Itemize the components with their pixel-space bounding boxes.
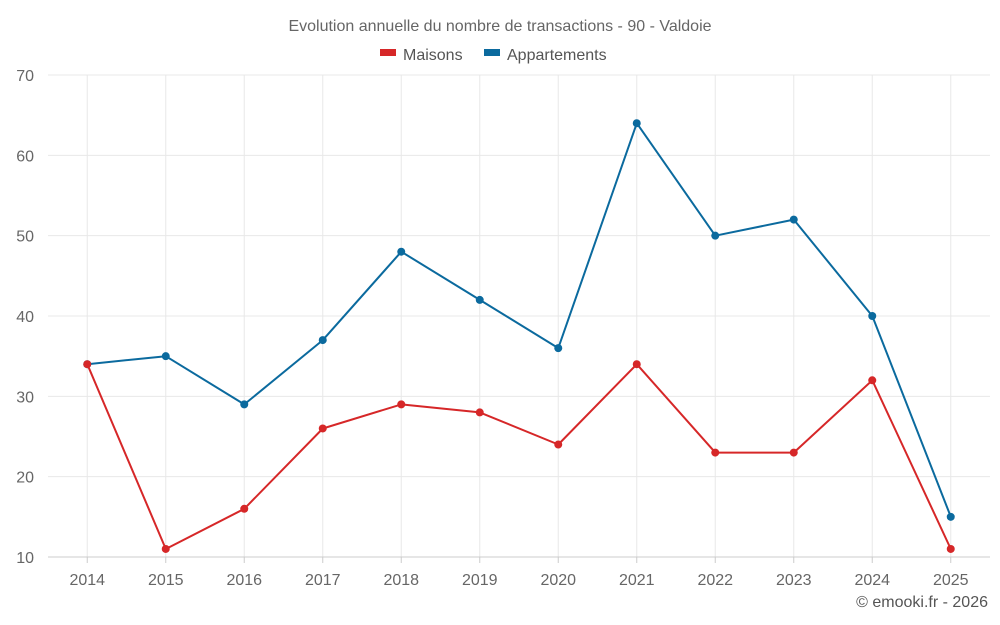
x-tick-label: 2018 — [383, 572, 419, 589]
y-tick-label: 40 — [16, 309, 34, 326]
legend-swatch — [484, 49, 500, 56]
x-tick-label: 2015 — [148, 572, 184, 589]
x-tick-label: 2024 — [854, 572, 890, 589]
data-point[interactable] — [475, 408, 484, 417]
x-tick-label: 2025 — [933, 572, 969, 589]
legend[interactable]: Maisons Appartements — [380, 47, 607, 64]
data-point[interactable] — [632, 119, 641, 128]
data-point[interactable] — [161, 544, 170, 553]
x-tick-label: 2021 — [619, 572, 655, 589]
data-point[interactable] — [397, 400, 406, 409]
x-tick-label: 2023 — [776, 572, 812, 589]
x-tick-label: 2020 — [540, 572, 576, 589]
y-tick-label: 20 — [16, 470, 34, 487]
data-point[interactable] — [946, 544, 955, 553]
data-point[interactable] — [711, 448, 720, 457]
data-point[interactable] — [632, 360, 641, 369]
x-tick-label: 2019 — [462, 572, 498, 589]
legend-item-appartements[interactable]: Appartements — [484, 47, 607, 64]
data-point[interactable] — [554, 440, 563, 449]
legend-label: Maisons — [403, 47, 463, 64]
y-tick-label: 70 — [16, 68, 34, 85]
legend-label: Appartements — [507, 47, 607, 64]
data-point[interactable] — [161, 352, 170, 361]
credit-text: © emooki.fr - 2026 — [856, 594, 988, 611]
series-line — [86, 363, 952, 550]
data-point[interactable] — [868, 312, 877, 320]
data-point[interactable] — [240, 400, 249, 409]
y-tick-label: 10 — [16, 550, 34, 567]
x-tick-label: 2014 — [69, 572, 105, 589]
data-point[interactable] — [789, 215, 798, 224]
data-point[interactable] — [318, 336, 327, 345]
y-tick-label: 60 — [16, 148, 34, 165]
data-point[interactable] — [83, 360, 92, 369]
series-appartements — [83, 119, 955, 521]
data-point[interactable] — [397, 247, 406, 256]
chart-title: Evolution annuelle du nombre de transact… — [288, 18, 711, 35]
data-point[interactable] — [318, 424, 327, 433]
x-tick-label: 2016 — [226, 572, 262, 589]
x-tick-label: 2017 — [305, 572, 341, 589]
x-tick-label: 2022 — [697, 572, 733, 589]
series-line — [87, 122, 952, 518]
y-tick-label: 50 — [16, 229, 34, 246]
legend-item-maisons[interactable]: Maisons — [380, 47, 463, 64]
data-point[interactable] — [475, 295, 484, 304]
data-point[interactable] — [868, 376, 877, 385]
series-maisons — [83, 360, 955, 553]
legend-swatch — [380, 49, 396, 56]
data-point[interactable] — [554, 344, 563, 353]
grid — [48, 74, 990, 557]
axes: 10 20 30 40 50 60 70 2014 2015 2016 2017 2018 2019 20… — [16, 68, 990, 589]
series-group — [83, 119, 955, 553]
data-point[interactable] — [789, 448, 798, 457]
data-point[interactable] — [240, 504, 249, 513]
y-tick-label: 30 — [16, 389, 34, 406]
data-point[interactable] — [711, 231, 720, 240]
data-point[interactable] — [946, 512, 955, 521]
